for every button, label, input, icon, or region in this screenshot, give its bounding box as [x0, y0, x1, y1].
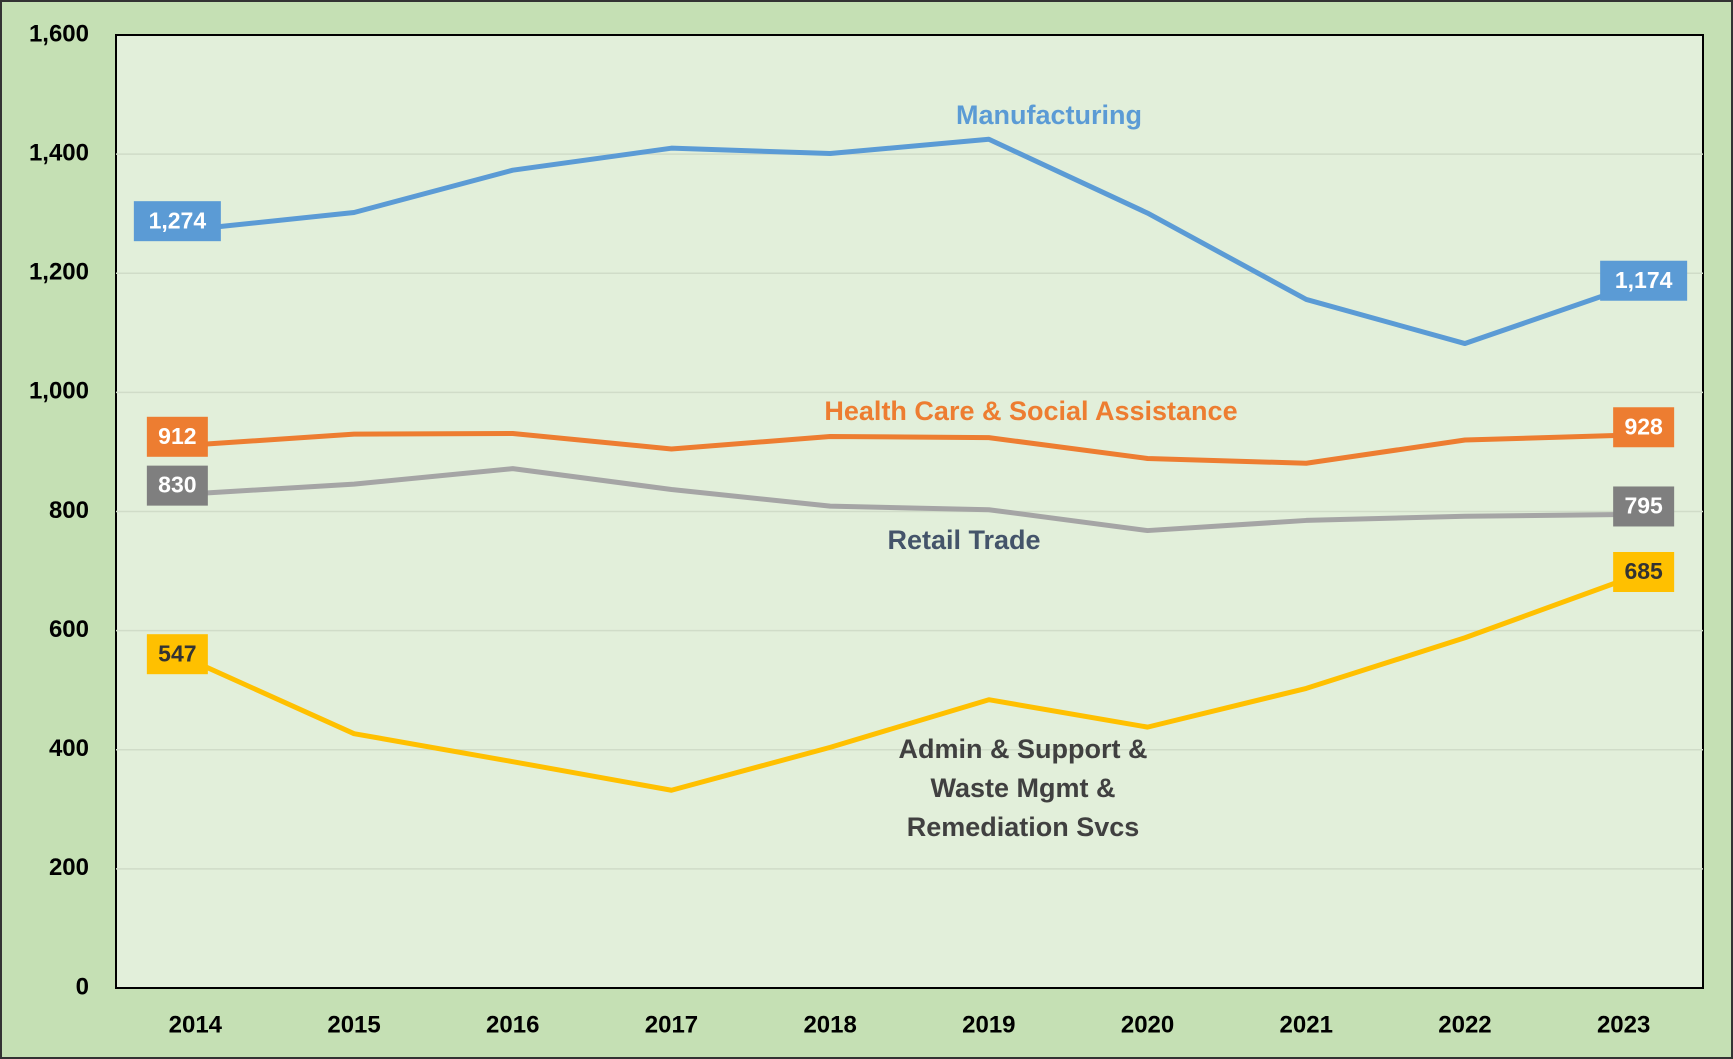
- y-tick-label: 1,400: [29, 139, 89, 166]
- y-tick-label: 0: [76, 973, 89, 1000]
- data-label-box: [1600, 260, 1688, 301]
- data-label: 547: [158, 640, 196, 666]
- x-tick-label: 2017: [645, 1011, 698, 1038]
- series-name: Retail Trade: [887, 525, 1041, 555]
- y-tick-label: 1,200: [29, 259, 89, 286]
- data-label-box: [146, 634, 208, 675]
- x-tick-label: 2020: [1121, 1011, 1174, 1038]
- data-label: 928: [1624, 413, 1663, 439]
- x-tick-label: 2014: [169, 1011, 223, 1038]
- y-tick-label: 400: [49, 735, 89, 762]
- data-label-box: [1613, 486, 1675, 527]
- data-label-box: [146, 465, 208, 506]
- x-tick-label: 2019: [962, 1011, 1015, 1038]
- y-tick-label: 200: [49, 854, 89, 881]
- data-label-box: [133, 201, 221, 242]
- series-name: Health Care & Social Assistance: [824, 396, 1238, 426]
- y-tick-label: 800: [49, 497, 89, 524]
- y-tick-label: 600: [49, 616, 89, 643]
- x-tick-label: 2023: [1597, 1011, 1650, 1038]
- series-line: [195, 466, 1624, 534]
- series-line: [195, 430, 1624, 466]
- x-tick-label: 2022: [1438, 1011, 1491, 1038]
- series-name: Admin & Support & Waste Mgmt & Remediati…: [898, 734, 1148, 842]
- series-line: [195, 136, 1625, 347]
- x-tick-label: 2015: [327, 1011, 380, 1038]
- data-label: 1,274: [149, 207, 207, 233]
- series-line: [194, 577, 1625, 793]
- data-label-box: [1613, 551, 1675, 592]
- x-tick-label: 2021: [1280, 1011, 1333, 1038]
- data-label-box: [146, 416, 208, 457]
- data-label: 1,174: [1615, 267, 1673, 293]
- y-tick-label: 1,000: [29, 378, 89, 405]
- data-label: 830: [158, 472, 196, 498]
- data-label: 795: [1624, 493, 1663, 519]
- data-label-box: [1613, 407, 1675, 448]
- y-tick-label: 1,600: [29, 20, 89, 47]
- x-tick-label: 2016: [486, 1011, 539, 1038]
- series-name: Manufacturing: [956, 100, 1142, 130]
- data-label: 912: [158, 423, 196, 449]
- x-tick-label: 2018: [803, 1011, 856, 1038]
- data-label: 685: [1624, 558, 1663, 584]
